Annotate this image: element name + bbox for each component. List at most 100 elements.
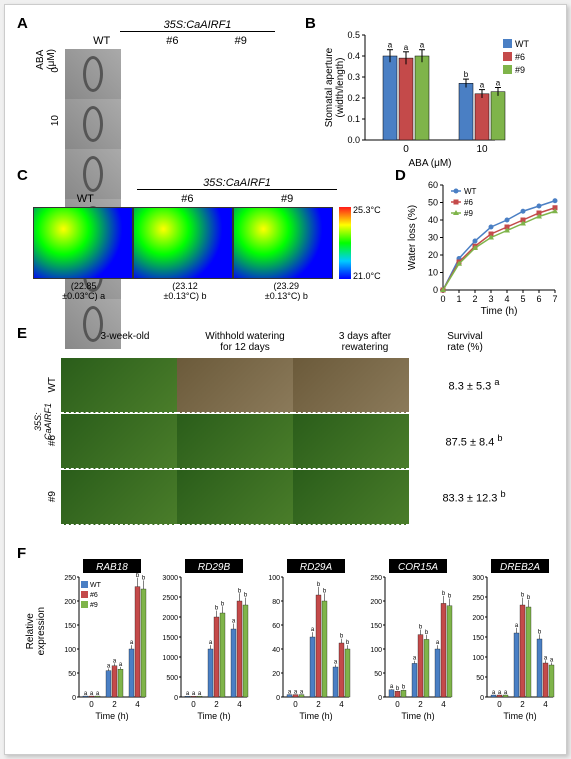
- svg-text:100: 100: [64, 647, 76, 654]
- svg-text:#6: #6: [515, 52, 525, 62]
- svg-text:a: a: [388, 41, 393, 50]
- svg-text:#6: #6: [464, 198, 473, 207]
- svg-text:1: 1: [456, 294, 461, 304]
- plant-img: [61, 358, 177, 413]
- lo-temp: 21.0°C: [353, 271, 381, 281]
- svg-text:100: 100: [268, 575, 280, 582]
- svg-text:50: 50: [476, 675, 484, 682]
- svg-text:50: 50: [428, 198, 438, 208]
- svg-text:1500: 1500: [162, 635, 178, 642]
- svg-text:a: a: [550, 657, 554, 663]
- col-6: #6: [166, 35, 178, 47]
- svg-text:0: 0: [497, 700, 502, 709]
- survival-rate: 8.3 ± 5.3 a: [409, 377, 539, 393]
- svg-text:10: 10: [428, 268, 438, 278]
- svg-text:b: b: [396, 686, 400, 692]
- svg-text:0.5: 0.5: [347, 30, 360, 40]
- svg-text:4: 4: [504, 294, 509, 304]
- svg-text:RD29B: RD29B: [198, 562, 231, 573]
- panel-b: 0.00.10.20.30.40.5aaa0baa10ABA (μM)Stoma…: [320, 25, 565, 170]
- svg-text:b: b: [425, 630, 429, 636]
- svg-text:b: b: [442, 591, 446, 597]
- svg-text:0: 0: [440, 294, 445, 304]
- svg-text:10: 10: [476, 144, 488, 155]
- svg-text:a: a: [404, 43, 409, 52]
- stomata-img: [65, 49, 121, 99]
- c-col-9: #9: [281, 193, 293, 205]
- svg-text:3000: 3000: [162, 575, 178, 582]
- panel-label-e: E: [17, 325, 27, 342]
- panel-label-c: C: [17, 167, 28, 184]
- plant-img: [61, 470, 177, 525]
- svg-text:DREB2A: DREB2A: [500, 562, 540, 573]
- gene-chart: DREB2A050100150200250300aaa0abb2baa4Time…: [457, 557, 559, 737]
- svg-text:a: a: [420, 41, 425, 50]
- plant-img: [177, 470, 293, 525]
- gene-chart: RD29B050010001500200025003000aaa0abb2abb…: [151, 557, 253, 737]
- svg-text:4: 4: [441, 700, 446, 709]
- svg-text:a: a: [119, 662, 123, 668]
- svg-text:50: 50: [68, 671, 76, 678]
- svg-text:4: 4: [135, 700, 140, 709]
- c-col-6: #6: [181, 193, 193, 205]
- svg-text:20: 20: [428, 250, 438, 260]
- svg-text:Time (h): Time (h): [197, 711, 230, 721]
- gene-chart: COR15A050100150200250abb0abb2abb4Time (h…: [355, 557, 457, 737]
- e-h1: 3-week-old: [65, 331, 185, 353]
- gene-chart: RAB18050100150200250aaa0aaa2abb4Time (h)…: [49, 557, 151, 737]
- svg-text:b: b: [419, 625, 423, 631]
- svg-text:#6: #6: [90, 592, 98, 599]
- hi-temp: 25.3°C: [353, 205, 381, 215]
- svg-text:2000: 2000: [162, 615, 178, 622]
- f-ylabel: Relative expression: [25, 607, 47, 655]
- svg-text:a: a: [515, 623, 519, 629]
- svg-text:30: 30: [428, 233, 438, 243]
- svg-text:Time (h): Time (h): [299, 711, 332, 721]
- svg-text:60: 60: [272, 623, 280, 630]
- panel-a-header: 35S:CaAIRF1: [120, 19, 275, 32]
- svg-text:Time (h): Time (h): [401, 711, 434, 721]
- svg-text:0: 0: [395, 700, 400, 709]
- figure: A 35S:CaAIRF1 WT #6 #9 ABA (μM) 0 10 B 0…: [4, 4, 567, 755]
- svg-text:a: a: [390, 684, 394, 690]
- panel-label-a: A: [17, 15, 28, 32]
- svg-text:7: 7: [552, 294, 557, 304]
- svg-text:COR15A: COR15A: [398, 562, 438, 573]
- e-h3: 3 days after rewatering: [305, 331, 425, 353]
- plant-img: [61, 414, 177, 469]
- svg-text:b: b: [340, 634, 344, 640]
- svg-text:150: 150: [64, 623, 76, 630]
- svg-text:6: 6: [536, 294, 541, 304]
- row-10: 10: [50, 115, 61, 126]
- plant-img: [177, 414, 293, 469]
- plant-img: [293, 470, 409, 525]
- svg-text:0: 0: [276, 695, 280, 702]
- svg-text:4: 4: [237, 700, 242, 709]
- temp-6: (23.12 ±0.13°C) b: [163, 281, 206, 301]
- svg-text:RAB18: RAB18: [96, 562, 128, 573]
- svg-text:#9: #9: [464, 209, 473, 218]
- svg-text:0: 0: [293, 700, 298, 709]
- svg-text:WT: WT: [464, 187, 477, 196]
- plant-img: [177, 358, 293, 413]
- svg-text:5: 5: [520, 294, 525, 304]
- svg-text:4: 4: [339, 700, 344, 709]
- svg-text:Water loss (%): Water loss (%): [407, 205, 418, 270]
- svg-text:b: b: [238, 588, 242, 594]
- svg-text:a: a: [107, 663, 111, 669]
- svg-text:b: b: [142, 575, 146, 581]
- svg-text:b: b: [538, 629, 542, 635]
- e-row-label: #6: [47, 435, 61, 446]
- svg-text:3: 3: [488, 294, 493, 304]
- svg-text:a: a: [209, 640, 213, 646]
- svg-text:#9: #9: [90, 602, 98, 609]
- stomata-img: [65, 149, 121, 199]
- svg-text:40: 40: [428, 215, 438, 225]
- svg-text:2: 2: [316, 700, 321, 709]
- svg-text:0: 0: [72, 695, 76, 702]
- svg-text:0: 0: [89, 700, 94, 709]
- svg-text:100: 100: [370, 647, 382, 654]
- e-h4: Survival rate (%): [425, 331, 505, 353]
- svg-text:2: 2: [418, 700, 423, 709]
- svg-text:a: a: [113, 658, 117, 664]
